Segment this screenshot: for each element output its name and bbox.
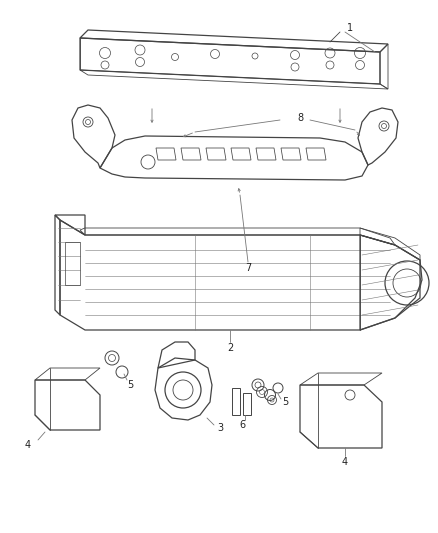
Text: 6: 6	[239, 420, 245, 430]
Text: 3: 3	[217, 423, 223, 433]
Text: 5: 5	[127, 380, 133, 390]
Text: 4: 4	[342, 457, 348, 467]
Text: 8: 8	[297, 113, 303, 123]
Text: 4: 4	[25, 440, 31, 450]
Text: 7: 7	[245, 263, 251, 273]
Text: 1: 1	[347, 23, 353, 33]
Text: 5: 5	[282, 397, 288, 407]
Text: 2: 2	[227, 343, 233, 353]
